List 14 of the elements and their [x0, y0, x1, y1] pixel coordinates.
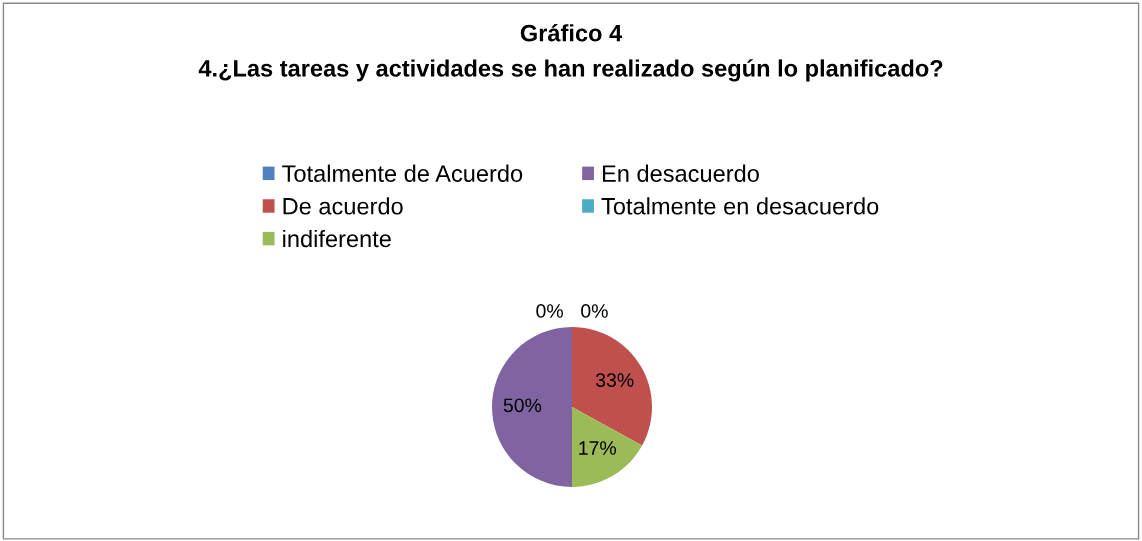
legend-label: De acuerdo: [283, 197, 403, 215]
chart-title: Gráfico 4: [520, 23, 623, 42]
pie-slice: [492, 327, 572, 487]
text: 0%: [581, 304, 608, 318]
data-label: 17%: [579, 441, 617, 455]
legend-label: indiferente: [283, 229, 391, 248]
data-label: 33%: [595, 373, 634, 387]
pie-slice: [572, 407, 643, 487]
legend-label: En desacuerdo: [602, 164, 759, 182]
legend-label: Totalmente en desacuerdo: [601, 197, 879, 215]
data-label: 50%: [503, 398, 542, 413]
text: 0%: [536, 304, 563, 318]
legend-label: Totalmente de Acuerdo: [282, 164, 523, 182]
chart-subtitle: 4.¿Las tareas y actividades se han realizado según lo planificado?: [198, 59, 943, 82]
